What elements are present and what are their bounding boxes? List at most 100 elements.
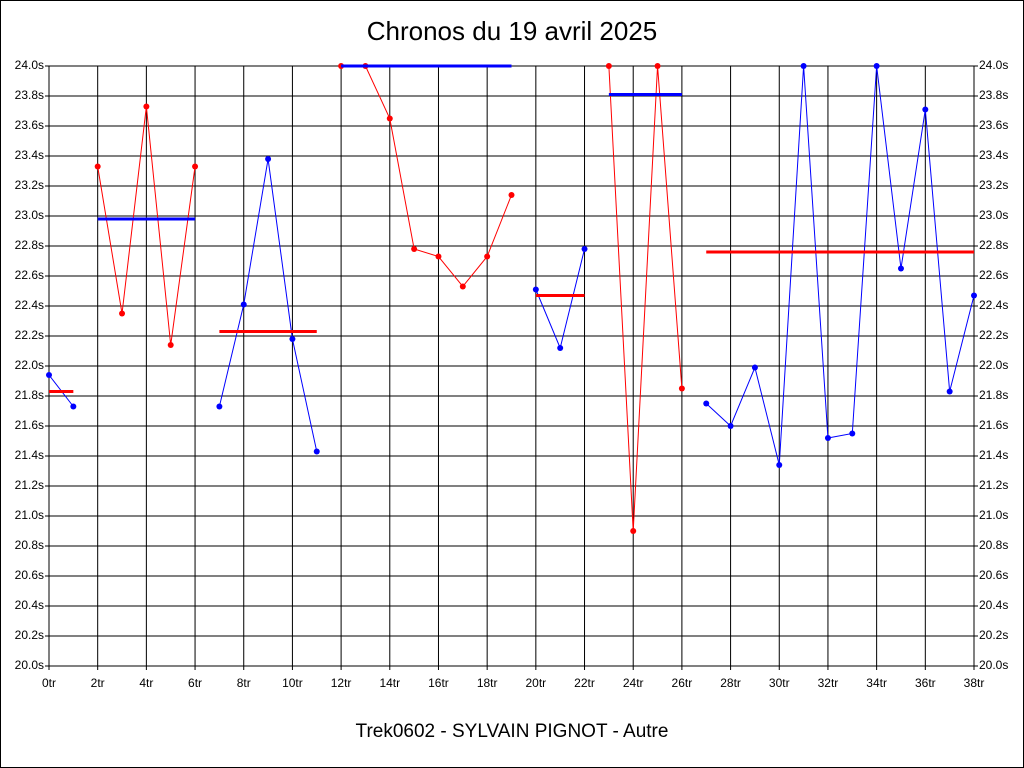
- y2-tick-label: 20.6s: [979, 568, 1008, 582]
- x-tick-label: 16tr: [428, 676, 449, 690]
- y2-tick-label: 21.6s: [979, 418, 1008, 432]
- y-tick-label: 20.6s: [15, 568, 44, 582]
- x-tick-label: 32tr: [818, 676, 839, 690]
- point: [143, 103, 150, 110]
- y2-tick-label: 23.8s: [979, 88, 1008, 102]
- y-tick-label: 22.2s: [15, 328, 44, 342]
- x-tick-label: 4tr: [139, 676, 153, 690]
- point: [897, 265, 904, 272]
- point: [605, 63, 612, 69]
- y-tick-label: 23.0s: [15, 208, 44, 222]
- x-tick-label: 20tr: [525, 676, 546, 690]
- y2-tick-label: 23.0s: [979, 208, 1008, 222]
- point: [532, 286, 539, 293]
- x-tick-label: 10tr: [282, 676, 303, 690]
- point: [703, 400, 710, 407]
- x-tick-label: 14tr: [379, 676, 400, 690]
- y2-tick-label: 21.8s: [979, 388, 1008, 402]
- point: [776, 462, 783, 468]
- y-tick-label: 21.6s: [15, 418, 44, 432]
- chart-title: Chronos du 19 avril 2025: [367, 16, 658, 46]
- x-tick-label: 0tr: [42, 676, 56, 690]
- point: [873, 63, 880, 69]
- y-tick-label: 21.4s: [15, 448, 44, 462]
- y2-tick-label: 22.0s: [979, 358, 1008, 372]
- x-tick-label: 22tr: [574, 676, 595, 690]
- y-tick-label: 22.4s: [15, 298, 44, 312]
- y2-tick-label: 23.2s: [979, 178, 1008, 192]
- line: [705, 65, 975, 466]
- y-tick-label: 20.0s: [15, 658, 44, 672]
- point: [581, 246, 588, 252]
- point: [435, 253, 442, 260]
- point: [313, 448, 320, 455]
- y2-tick-label: 23.6s: [979, 118, 1008, 132]
- y-tick-label: 21.0s: [15, 508, 44, 522]
- x-tick-label: 34tr: [866, 676, 887, 690]
- x-tick-label: 26tr: [672, 676, 693, 690]
- point: [265, 156, 272, 162]
- point: [386, 115, 393, 122]
- y-tick-label: 21.2s: [15, 478, 44, 492]
- x-tick-label: 2tr: [91, 676, 105, 690]
- line: [608, 65, 683, 532]
- x-tick-label: 6tr: [188, 676, 202, 690]
- y-tick-label: 20.2s: [15, 628, 44, 642]
- y2-tick-label: 22.6s: [979, 268, 1008, 282]
- y2-tick-label: 22.4s: [979, 298, 1008, 312]
- point: [411, 246, 418, 252]
- point: [289, 336, 296, 342]
- point: [630, 528, 637, 534]
- point: [192, 163, 199, 170]
- y-tick-label: 24.0s: [15, 58, 44, 72]
- y2-tick-label: 21.2s: [979, 478, 1008, 492]
- x-tick-label: 12tr: [331, 676, 352, 690]
- point: [94, 163, 101, 170]
- point: [800, 63, 807, 69]
- y-tick-label: 23.6s: [15, 118, 44, 132]
- y-tick-label: 23.8s: [15, 88, 44, 102]
- y2-tick-label: 21.0s: [979, 508, 1008, 522]
- point: [484, 253, 491, 260]
- y-tick-label: 21.8s: [15, 388, 44, 402]
- point: [678, 385, 685, 392]
- point: [849, 430, 856, 437]
- point: [459, 283, 466, 290]
- point: [46, 372, 52, 378]
- x-tick-label: 36tr: [915, 676, 936, 690]
- point: [167, 342, 174, 348]
- x-tick-label: 30tr: [769, 676, 790, 690]
- y-tick-label: 22.0s: [15, 358, 44, 372]
- x-tick-label: 8tr: [237, 676, 251, 690]
- point: [946, 388, 953, 395]
- y2-tick-label: 23.4s: [979, 148, 1008, 162]
- y-tick-label: 20.4s: [15, 598, 44, 612]
- point: [751, 364, 758, 371]
- x-tick-label: 28tr: [720, 676, 741, 690]
- point: [971, 292, 977, 299]
- x-tick-label: 24tr: [623, 676, 644, 690]
- y2-tick-label: 20.8s: [979, 538, 1008, 552]
- point: [557, 345, 564, 351]
- y-tick-label: 23.2s: [15, 178, 44, 192]
- y2-tick-label: 20.4s: [979, 598, 1008, 612]
- point: [824, 435, 831, 441]
- x-tick-label: 18tr: [477, 676, 498, 690]
- point: [119, 310, 126, 317]
- line: [341, 65, 512, 288]
- point: [508, 192, 515, 198]
- y2-tick-label: 20.2s: [979, 628, 1008, 642]
- y2-tick-label: 22.2s: [979, 328, 1008, 342]
- y-tick-label: 23.4s: [15, 148, 44, 162]
- point: [727, 423, 734, 429]
- point: [654, 63, 661, 69]
- y2-tick-label: 21.4s: [979, 448, 1008, 462]
- y-tick-label: 20.8s: [15, 538, 44, 552]
- x-axis-title: Trek0602 - SYLVAIN PIGNOT - Autre: [356, 721, 669, 742]
- point: [922, 106, 929, 113]
- point: [70, 403, 77, 410]
- y-tick-label: 22.8s: [15, 238, 44, 252]
- x-tick-label: 38tr: [964, 676, 985, 690]
